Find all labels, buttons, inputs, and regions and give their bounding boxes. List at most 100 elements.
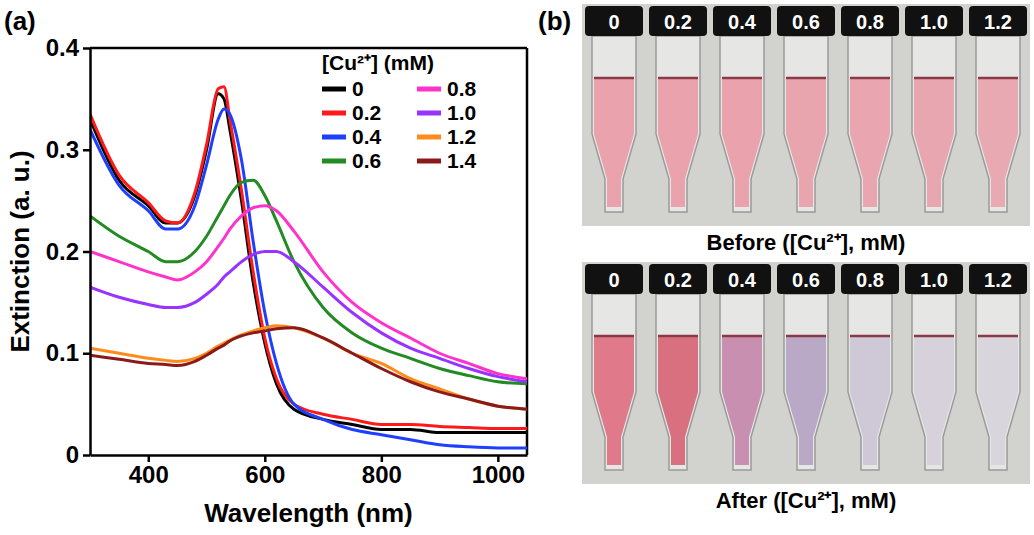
vial-liquid [850, 336, 890, 465]
vial-liquid [914, 336, 954, 465]
vial-meniscus [594, 77, 634, 80]
vial-cap [585, 6, 643, 36]
vial-glass [656, 294, 700, 470]
vial-meniscus [914, 77, 954, 80]
vial-label: 0.6 [792, 269, 820, 291]
vial-liquid [850, 78, 890, 207]
legend-swatch [322, 111, 346, 116]
vial-label: 0 [608, 11, 619, 33]
vial-glass [912, 36, 956, 212]
vial-liquid [978, 78, 1018, 207]
vial-cap [905, 264, 963, 294]
series-line [90, 326, 527, 409]
vial-glass [720, 294, 764, 470]
series-line [90, 87, 527, 429]
vial-cap [841, 264, 899, 294]
x-tick-label: 800 [362, 461, 402, 488]
vial-liquid [786, 78, 826, 207]
vial-meniscus [658, 77, 698, 80]
legend-title: [Cu²⁺] (mM) [322, 51, 434, 74]
vial-label: 0.6 [792, 11, 820, 33]
vial-label: 0.4 [728, 11, 757, 33]
legend: [Cu²⁺] (mM)00.20.40.60.81.01.21.4 [322, 51, 477, 172]
photo-caption: Before ([Cu²⁺], mM) [707, 230, 906, 255]
vial-cap [905, 6, 963, 36]
vial-liquid [722, 78, 762, 207]
series-line [90, 328, 527, 409]
vial-label: 1.0 [920, 269, 948, 291]
vial-meniscus [978, 77, 1018, 80]
y-tick-mark [83, 251, 90, 254]
vial-glass [912, 294, 956, 470]
vial-meniscus [722, 335, 762, 338]
y-tick: 0.3 [46, 136, 90, 163]
photo-caption: After ([Cu²⁺], mM) [716, 488, 897, 513]
y-tick-label: 0 [66, 441, 79, 468]
vial-glass [592, 36, 636, 212]
x-axis-line [91, 454, 528, 457]
series-line [90, 94, 527, 433]
vial-glass [976, 36, 1020, 212]
panel-label: (b) [538, 6, 571, 36]
y-axis: 0 0.1 0.2 0.3 0.4 [46, 34, 91, 468]
vial-meniscus [786, 335, 826, 338]
plot-frame-right [526, 48, 529, 455]
y-tick-label: 0.3 [46, 136, 79, 163]
x-axis: 400 600 800 1000 [91, 455, 528, 488]
series-line [90, 252, 527, 382]
x-tick: 400 [129, 455, 169, 488]
vial-meniscus [786, 77, 826, 80]
lines [90, 87, 527, 448]
y-tick-label: 0.1 [46, 339, 79, 366]
y-tick-label: 0.4 [46, 34, 80, 61]
legend-label: 1.2 [447, 125, 476, 148]
legend-label: 1.4 [447, 149, 477, 172]
x-tick-label: 400 [129, 461, 169, 488]
x-axis-title: Wavelength (nm) [204, 498, 412, 528]
legend-label: 0.2 [352, 101, 381, 124]
vial-cap [585, 264, 643, 294]
y-axis-title: Extinction (a. u.) [5, 150, 35, 352]
vial-meniscus [978, 335, 1018, 338]
legend-swatch [322, 159, 346, 164]
y-tick-mark [83, 353, 90, 356]
y-tick: 0.1 [46, 339, 90, 366]
vial-label: 0.2 [664, 11, 692, 33]
vial-liquid [594, 78, 634, 207]
photo-background [582, 262, 1030, 484]
legend-label: 0.4 [352, 125, 382, 148]
vial-glass [656, 36, 700, 212]
y-tick-mark [83, 454, 90, 457]
vial-liquid [914, 78, 954, 207]
plot-frame-top [90, 47, 527, 50]
legend-label: 0.6 [352, 149, 381, 172]
vial-liquid [978, 336, 1018, 465]
vial-liquid [786, 336, 826, 465]
vial-glass [976, 294, 1020, 470]
vial-cap [777, 264, 835, 294]
vial-cap [969, 6, 1027, 36]
vial-label: 0.4 [728, 269, 757, 291]
legend-swatch [322, 87, 346, 92]
vial-liquid [722, 336, 762, 465]
y-tick: 0 [66, 441, 90, 468]
vial-label: 1.2 [984, 269, 1012, 291]
photo-background [582, 4, 1030, 226]
vial-cap [713, 264, 771, 294]
vial-meniscus [722, 77, 762, 80]
legend-swatch [417, 135, 441, 140]
vial-cap [649, 264, 707, 294]
vial-label: 0.8 [856, 11, 884, 33]
x-tick: 600 [245, 455, 285, 488]
vial-label: 0.2 [664, 269, 692, 291]
photo: 00.20.40.60.81.01.2 [582, 4, 1030, 226]
x-tick-label: 1000 [472, 461, 525, 488]
series-line [90, 206, 527, 379]
y-tick-mark [83, 149, 90, 152]
series-line [90, 109, 527, 448]
y-tick: 0.2 [46, 238, 90, 265]
vial-label: 1.0 [920, 11, 948, 33]
vial-glass [592, 294, 636, 470]
y-tick-mark [83, 47, 90, 50]
vial-meniscus [594, 335, 634, 338]
